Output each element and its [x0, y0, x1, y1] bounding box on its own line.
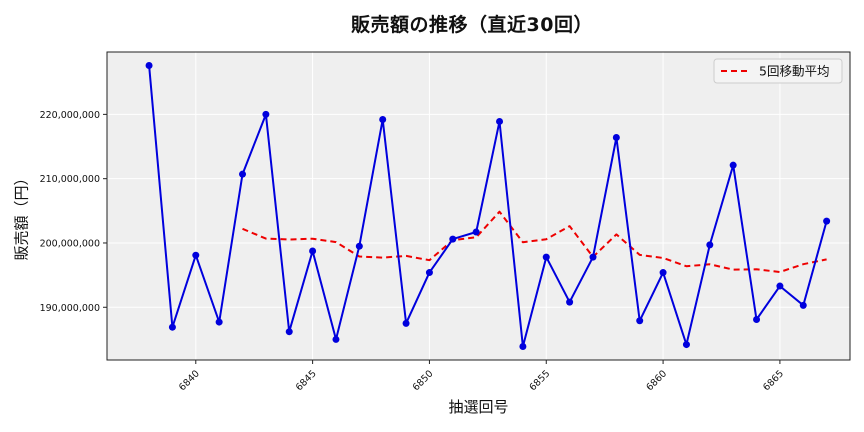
legend: 5回移動平均 [713, 58, 843, 84]
data-point [519, 342, 527, 350]
data-point [215, 318, 223, 326]
data-point [799, 301, 807, 309]
data-point [589, 253, 597, 261]
data-point [332, 335, 340, 343]
y-axis-ticks: 190,000,000 200,000,000 210,000,000 220,000… [40, 110, 107, 314]
x-tick-label: 6865 [761, 368, 786, 393]
data-point [425, 269, 433, 277]
data-point [309, 247, 317, 255]
data-point [472, 228, 480, 236]
data-point [823, 217, 831, 225]
y-tick-label: 220,000,000 [40, 110, 100, 121]
data-point [285, 328, 293, 336]
chart-title: 販売額の推移（直近30回） [351, 14, 593, 36]
legend-label: 5回移動平均 [759, 64, 829, 79]
data-point [168, 323, 176, 331]
x-tick-label: 6840 [177, 368, 202, 393]
data-point [753, 315, 761, 323]
y-tick-label: 190,000,000 [40, 303, 100, 314]
data-point [239, 170, 247, 178]
data-point [379, 116, 387, 124]
x-tick-label: 6855 [527, 368, 552, 393]
data-point [659, 269, 667, 277]
plot-area [107, 52, 850, 360]
data-point [262, 110, 270, 118]
x-tick-label: 6850 [411, 368, 436, 393]
data-point [729, 161, 737, 169]
data-point [145, 62, 153, 70]
data-point [192, 251, 200, 259]
data-point [542, 253, 550, 261]
x-tick-label: 6860 [644, 368, 669, 393]
y-tick-label: 200,000,000 [40, 238, 100, 249]
data-point [636, 317, 644, 325]
legend-box [713, 58, 843, 84]
plot-border [106, 51, 851, 361]
x-tick-label: 6845 [294, 368, 319, 393]
x-axis-ticks: 6840 6845 6850 6855 6860 6865 [177, 360, 786, 393]
y-tick-label: 210,000,000 [40, 174, 100, 185]
data-point [776, 282, 784, 290]
x-axis-label: 抽選回号 [448, 398, 509, 416]
data-point [682, 341, 690, 349]
data-point [355, 242, 363, 250]
data-point [449, 235, 457, 243]
moving-average-series [242, 210, 827, 273]
data-point [566, 298, 574, 306]
data-point [496, 117, 504, 125]
data-point [706, 241, 714, 249]
data-point [402, 319, 410, 327]
sales-series [145, 62, 831, 350]
data-point [612, 134, 620, 142]
